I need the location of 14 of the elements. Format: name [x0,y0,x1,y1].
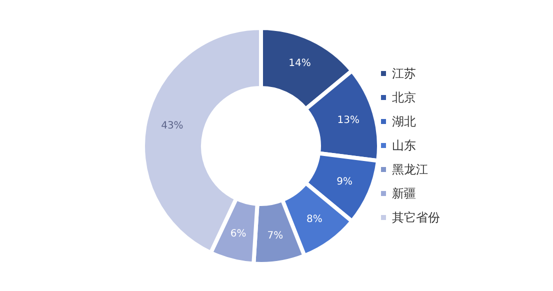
legend-label: 北京 [392,90,416,104]
legend-label: 江苏 [392,66,416,80]
data-label: 9% [336,176,352,188]
legend-label: 黑龙江 [392,162,428,176]
legend-label: 湖北 [392,114,416,128]
data-label: 14% [288,58,311,70]
legend-label: 新疆 [392,186,416,200]
data-label: 13% [337,115,360,126]
data-label: 7% [267,230,284,242]
data-label: 6% [230,228,246,240]
legend-label: 山东 [392,138,416,152]
legend-label: 其它省份 [392,210,440,224]
data-label: 8% [306,214,322,226]
data-label: 43% [161,120,184,132]
